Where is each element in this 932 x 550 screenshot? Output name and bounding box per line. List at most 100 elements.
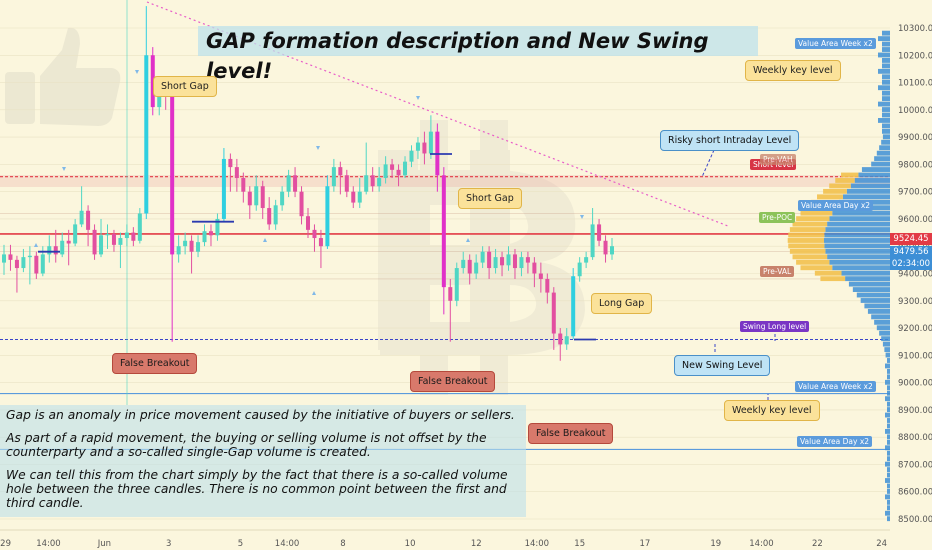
candle-body[interactable] [538, 273, 543, 279]
candle-body[interactable] [344, 175, 349, 192]
false-breakout-callout-3[interactable]: False Breakout [528, 423, 614, 444]
candle-body[interactable] [228, 158, 233, 168]
candle-body[interactable] [525, 257, 530, 263]
candle-body[interactable] [370, 175, 375, 187]
candle-body[interactable] [86, 210, 91, 230]
candle-body[interactable] [545, 278, 550, 293]
candle-body[interactable] [609, 246, 615, 255]
candle-body[interactable] [221, 158, 226, 219]
candle-body[interactable] [124, 232, 129, 239]
candle-body[interactable] [415, 142, 420, 151]
candle-body[interactable] [234, 167, 239, 179]
candle-body[interactable] [331, 167, 336, 187]
candle-body[interactable] [487, 251, 492, 269]
candle-body[interactable] [480, 251, 485, 263]
candle-body[interactable] [176, 246, 181, 255]
candle-body[interactable] [338, 167, 343, 176]
candle-body[interactable] [254, 186, 259, 206]
candle-body[interactable] [493, 257, 498, 269]
trend-line[interactable] [146, 1, 729, 227]
candle-body[interactable] [170, 93, 175, 255]
candle-body[interactable] [99, 235, 104, 255]
candle-body[interactable] [377, 178, 382, 187]
candle-body[interactable] [422, 142, 427, 154]
candle-body[interactable] [325, 186, 330, 247]
candle-body[interactable] [66, 240, 71, 244]
candle-body[interactable] [196, 242, 201, 252]
candle-body[interactable] [357, 191, 362, 203]
candle-body[interactable] [305, 216, 311, 230]
candle-body[interactable] [131, 232, 136, 241]
candle-body[interactable] [286, 175, 291, 192]
candle-body[interactable] [260, 186, 265, 209]
candle-body[interactable] [118, 238, 123, 245]
candle-body[interactable] [519, 257, 524, 269]
candle-body[interactable] [105, 233, 110, 236]
candle-body[interactable] [564, 336, 569, 345]
candle-body[interactable] [215, 218, 220, 236]
candle-body[interactable] [1, 254, 7, 263]
candle-body[interactable] [293, 175, 298, 192]
candle-body[interactable] [571, 276, 576, 337]
candle-body[interactable] [47, 246, 52, 255]
candle-body[interactable] [137, 213, 142, 241]
candle-body[interactable] [454, 268, 459, 301]
candle-body[interactable] [53, 246, 58, 255]
candle-body[interactable] [21, 257, 26, 269]
candle-body[interactable] [267, 208, 272, 225]
long-gap-callout[interactable]: Long Gap [591, 293, 653, 314]
candle-body[interactable] [8, 254, 13, 260]
candle-body[interactable] [590, 224, 595, 258]
candle-body[interactable] [474, 262, 479, 274]
false-breakout-callout-1[interactable]: False Breakout [112, 353, 198, 374]
candle-body[interactable] [157, 88, 162, 108]
candle-body[interactable] [584, 257, 589, 263]
risky-short-callout[interactable]: Risky short Intraday Level [660, 130, 800, 151]
candle-body[interactable] [396, 169, 401, 176]
candle-body[interactable] [247, 191, 252, 206]
candle-body[interactable] [40, 254, 45, 274]
candle-body[interactable] [558, 333, 563, 345]
candle-body[interactable] [144, 55, 149, 214]
candle-body[interactable] [500, 257, 505, 266]
candle-body[interactable] [577, 262, 582, 277]
candle-body[interactable] [551, 292, 556, 334]
candle-body[interactable] [111, 233, 116, 245]
candle-body[interactable] [461, 259, 466, 269]
candle-body[interactable] [27, 255, 32, 258]
candle-body[interactable] [390, 164, 395, 170]
candle-body[interactable] [506, 254, 511, 266]
candle-body[interactable] [312, 229, 317, 239]
candle-body[interactable] [241, 178, 246, 192]
false-breakout-callout-2[interactable]: False Breakout [410, 371, 496, 392]
candle-body[interactable] [299, 191, 304, 217]
candle-body[interactable] [14, 259, 19, 269]
candle-body[interactable] [318, 238, 323, 247]
new-swing-callout[interactable]: New Swing Level [674, 355, 771, 376]
candle-body[interactable] [273, 205, 278, 225]
candle-body[interactable] [512, 254, 517, 269]
candle-body[interactable] [150, 55, 155, 108]
weekly-key-callout-1[interactable]: Weekly key level [745, 60, 841, 81]
candle-body[interactable] [92, 229, 97, 255]
candle-body[interactable] [189, 240, 194, 252]
candle-body[interactable] [183, 240, 188, 247]
weekly-key-callout-2[interactable]: Weekly key level [724, 400, 820, 421]
candle-body[interactable] [597, 224, 602, 241]
candle-body[interactable] [79, 210, 84, 225]
candle-body[interactable] [73, 224, 78, 244]
short-gap-callout-2[interactable]: Short Gap [458, 188, 522, 209]
candle-body[interactable] [383, 164, 388, 179]
candle-body[interactable] [280, 191, 285, 206]
candle-body[interactable] [603, 240, 608, 255]
candle-body[interactable] [351, 191, 356, 203]
short-gap-callout-1[interactable]: Short Gap [153, 76, 217, 97]
candle-body[interactable] [428, 131, 433, 154]
candle-body[interactable] [364, 175, 369, 192]
candle-body[interactable] [532, 262, 537, 274]
candle-body[interactable] [441, 175, 446, 288]
candle-body[interactable] [60, 240, 65, 255]
candle-body[interactable] [202, 231, 207, 243]
candle-body[interactable] [403, 161, 408, 176]
candle-body[interactable] [448, 287, 453, 301]
